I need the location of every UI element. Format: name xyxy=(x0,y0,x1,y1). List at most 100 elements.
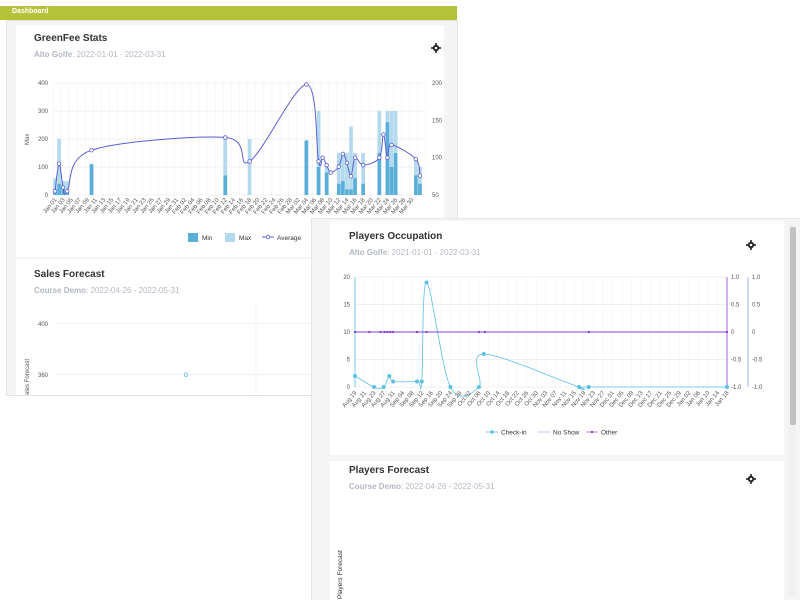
max-bar xyxy=(316,111,321,195)
players-occupation-subtitle: Alto Golfe: 2021-01-01 - 2022-03-31 xyxy=(349,248,481,257)
gear-icon[interactable] xyxy=(430,42,442,54)
average-point xyxy=(247,159,252,164)
y-axis-label: Sales Forecast xyxy=(25,359,31,396)
checkin-line xyxy=(354,282,727,397)
min-bar xyxy=(353,178,357,195)
players-occupation-date-range: 2021-01-01 - 2022-03-31 xyxy=(391,248,481,257)
average-point xyxy=(348,174,354,179)
checkin-point xyxy=(415,379,419,384)
scrollbar-thumb[interactable] xyxy=(790,227,796,425)
y-tick-label: 5 xyxy=(347,358,351,364)
y3-tick-label: 0 xyxy=(752,330,756,336)
average-point xyxy=(344,160,350,166)
min-bar xyxy=(304,140,309,195)
average-point xyxy=(52,189,58,194)
checkin-point xyxy=(353,374,357,378)
greenfee-subtitle: Alto Golfe: 2022-01-01 - 2022-03-31 xyxy=(34,50,166,59)
min-bar xyxy=(393,153,398,195)
average-point xyxy=(381,132,386,137)
other-point xyxy=(726,331,728,333)
y-tick-label: 360 xyxy=(38,373,49,379)
y-axis-label: Max xyxy=(25,134,31,145)
checkin-point xyxy=(424,280,429,285)
average-point xyxy=(385,155,390,160)
y3-tick-label: -0.5 xyxy=(752,358,763,364)
checkin-point xyxy=(477,385,481,389)
max-bar xyxy=(353,153,357,195)
max-bar xyxy=(341,153,345,195)
checkin-point xyxy=(372,385,377,389)
checkin-point xyxy=(387,374,392,378)
other-point xyxy=(416,331,418,333)
min-bar xyxy=(361,183,365,195)
max-bar xyxy=(337,153,341,195)
other-point xyxy=(392,331,395,333)
min-bar xyxy=(89,164,94,195)
max-bar xyxy=(418,167,422,195)
sales-forecast-subtitle: Course Demo: 2022-04-26 - 2022-05-31 xyxy=(34,286,180,295)
average-point xyxy=(56,161,62,166)
legend-swatch-max xyxy=(225,233,235,242)
min-bar xyxy=(349,189,353,195)
other-point xyxy=(379,331,382,333)
max-bar xyxy=(223,139,228,195)
legend-marker-average xyxy=(265,234,271,240)
players-occupation-course: Alto Golfe xyxy=(349,248,388,257)
other-point xyxy=(483,331,486,333)
min-bar xyxy=(418,183,422,195)
y2-tick-label: 0.5 xyxy=(731,303,740,309)
y2-tick-label: -1.0 xyxy=(731,385,742,391)
average-point xyxy=(304,82,309,87)
players-forecast-subtitle: Course Demo: 2022-04-26 - 2022-05-31 xyxy=(349,482,495,491)
average-point xyxy=(328,170,333,175)
y2-tick-label: -0.5 xyxy=(731,358,742,364)
sales-forecast-course: Course Demo xyxy=(34,286,87,295)
average-point xyxy=(340,151,346,157)
max-bar xyxy=(361,153,365,195)
checkin-point xyxy=(481,352,486,356)
y-tick-label: 0 xyxy=(347,385,351,391)
forecast-point xyxy=(183,372,189,377)
y2-tick-label: 100 xyxy=(432,156,443,162)
y2-tick-label: 50 xyxy=(432,193,439,199)
players-forecast-ylabel: Players Forecast xyxy=(337,550,344,599)
checkin-point xyxy=(577,385,582,389)
gear-icon[interactable] xyxy=(745,239,757,251)
average-point xyxy=(320,155,325,160)
dashboard-title: Dashboard xyxy=(12,8,49,15)
front-panel: Players Occupation Alto Golfe: 2021-01-0… xyxy=(311,218,800,600)
min-bar xyxy=(377,153,382,195)
legend-swatch-min xyxy=(188,233,198,242)
players-forecast-card: Players Forecast Course Demo: 2022-04-26… xyxy=(330,461,784,600)
max-bar xyxy=(247,139,252,195)
checkin-point xyxy=(448,385,453,389)
average-point xyxy=(413,156,419,162)
min-bar xyxy=(414,175,418,195)
other-point xyxy=(587,331,590,333)
gear-icon[interactable] xyxy=(745,473,757,485)
legend-label-noshow: No Show xyxy=(553,430,580,437)
checkin-point xyxy=(419,379,424,384)
average-point xyxy=(360,162,366,168)
max-bar xyxy=(53,178,57,195)
y-tick-label: 400 xyxy=(38,81,49,87)
average-point xyxy=(352,155,358,160)
sales-forecast-title: Sales Forecast xyxy=(34,269,105,280)
sales-forecast-chart: 340360400Sales Forecast xyxy=(25,303,316,396)
players-forecast-date-range: 2022-04-26 - 2022-05-31 xyxy=(405,482,495,491)
max-bar xyxy=(57,139,61,195)
sales-forecast-date-range: 2022-04-26 - 2022-05-31 xyxy=(90,286,180,295)
min-bar xyxy=(65,192,70,195)
checkin-point xyxy=(586,385,591,389)
legend-label-checkin: Check-in xyxy=(501,430,527,437)
players-forecast-title: Players Forecast xyxy=(349,465,430,476)
back-panel: GreenFee Stats Alto Golfe: 2022-01-01 - … xyxy=(6,20,458,396)
min-bar xyxy=(223,175,228,195)
y2-tick-label: 150 xyxy=(432,118,443,124)
y-tick-label: 10 xyxy=(343,330,350,336)
other-point xyxy=(368,331,371,333)
checkin-point xyxy=(725,385,729,389)
greenfee-chart: 010020030040050100150200MaxMinJan 01Jan … xyxy=(25,81,443,242)
y-tick-label: 100 xyxy=(38,165,49,171)
max-bar xyxy=(65,181,70,195)
